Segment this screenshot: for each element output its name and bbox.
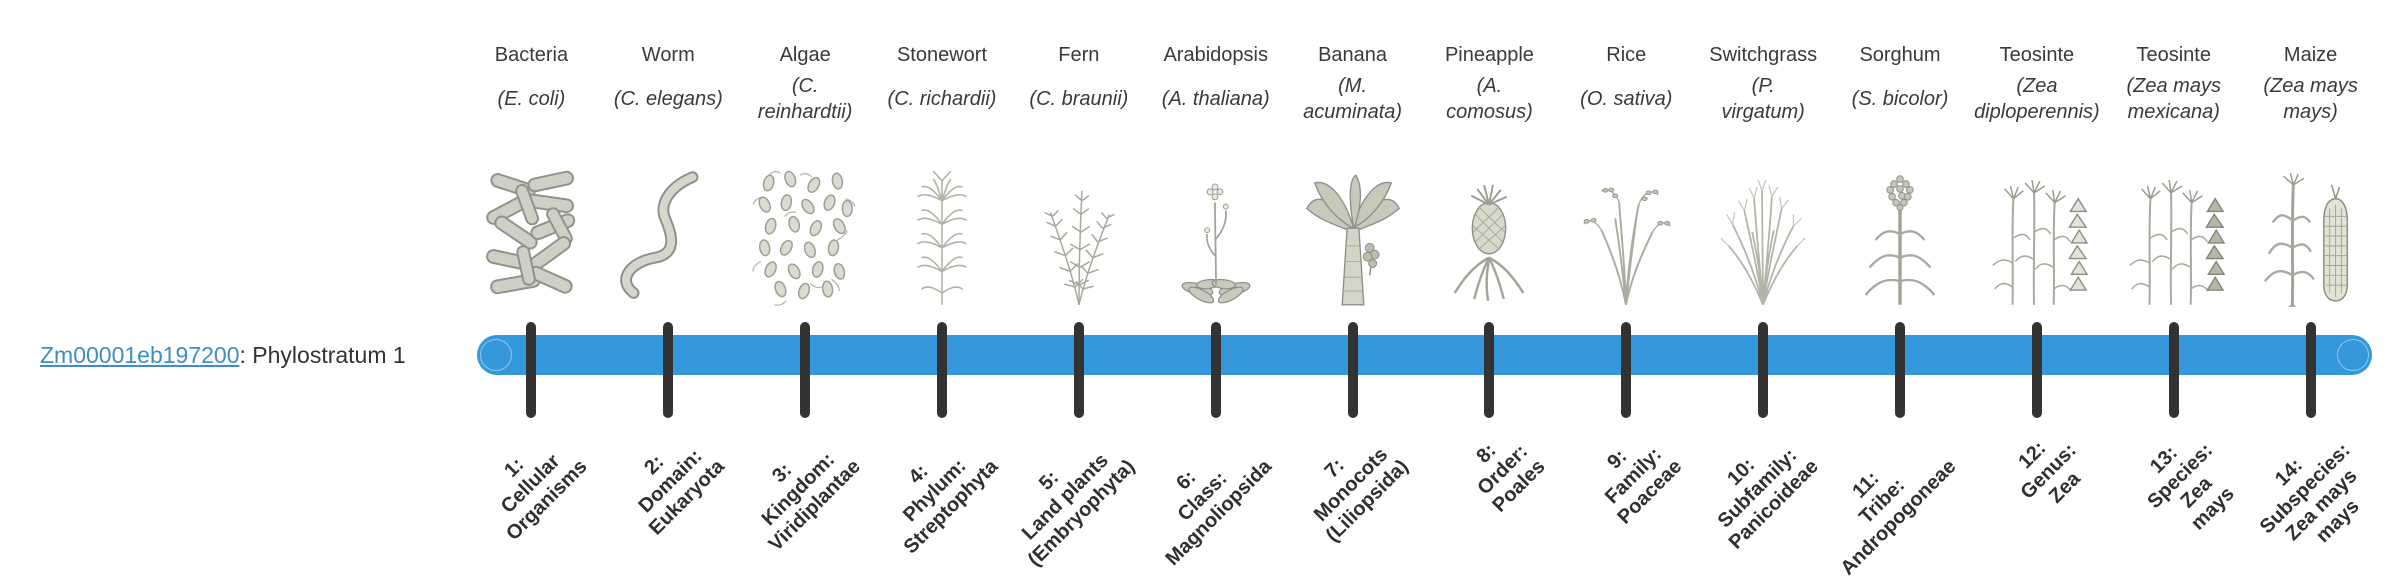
fern-icon <box>1010 166 1147 308</box>
timeline-tick <box>1073 322 1084 418</box>
timeline-columns: Bacteria (E. coli) 1: Cellular Organisms Wo… <box>463 0 2379 580</box>
organism-scientific-name: (O. sativa) <box>1580 88 1673 110</box>
phylostratum-label: 4: Phylum: Streptophyta <box>898 454 1003 559</box>
phylostratum-label: 1: Cellular Organisms <box>496 450 592 545</box>
timeline-tick <box>2305 322 2316 418</box>
gene-label: Zm00001eb197200: Phylostratum 1 <box>40 342 406 369</box>
phylostratum-label: 8: Order: Poales <box>1472 439 1550 517</box>
organism-name: Algae <box>779 44 831 66</box>
phylostratum-label: 3: Kingdom: Viridiplantae <box>758 448 866 556</box>
phylostratum-label: 7: Monocots (Liliopsida) <box>1309 443 1413 547</box>
organism-scientific-name: (A. comosus) <box>1446 75 1533 123</box>
organism-scientific-name: (C. richardii) <box>887 88 997 110</box>
organism-column: Stonewort (C. richardii) 4: Phylum: Strept… <box>874 0 1011 580</box>
organism-name: Bacteria <box>494 44 569 66</box>
organism-scientific-name: (C. braunii) <box>1029 88 1129 110</box>
organism-scientific-name: (E. coli) <box>497 88 566 110</box>
timeline-tick <box>1484 322 1495 418</box>
timeline-tick <box>1895 322 1906 418</box>
gene-link[interactable]: Zm00001eb197200 <box>40 342 240 368</box>
rice-icon <box>1558 166 1695 308</box>
organism-name: Teosinte <box>2136 44 2211 66</box>
teosinte-icon <box>1968 166 2105 308</box>
organism-scientific-name: (Zea mays mexicana) <box>2126 75 2221 123</box>
banana-icon <box>1284 166 1421 308</box>
phylostratum-label: 13: Species: Zea mays <box>2143 439 2240 535</box>
switchgrass-icon <box>1695 166 1832 308</box>
phylostratum-label: 10: Subfamily: Panicoideae <box>1714 444 1824 554</box>
organism-column: Arabidopsis (A. thaliana) 6: Class: Magnol… <box>1147 0 1284 580</box>
timeline-tick <box>526 322 537 418</box>
organism-scientific-name: (A. thaliana) <box>1161 88 1270 110</box>
timeline-tick <box>937 322 947 418</box>
timeline-tick <box>1347 322 1358 418</box>
organism-column: Bacteria (E. coli) 1: Cellular Organisms <box>463 0 600 580</box>
organism-scientific-name: (Zea mays mays) <box>2263 75 2358 123</box>
timeline-tick <box>2168 322 2179 418</box>
organism-column: Switchgrass (P. virgatum) 10: Subfamily: P… <box>1695 0 1832 580</box>
organism-column: Maize (Zea mays mays) 14: Subspecies: Zea … <box>2242 0 2379 580</box>
phylostratum-label: 12: Genus: Zea <box>2014 437 2085 508</box>
organism-scientific-name: (S. bicolor) <box>1851 88 1949 110</box>
phylostratum-label: 14: Subspecies: Zea mays mays <box>2255 439 2364 548</box>
organism-column: Teosinte (Zea mays mexicana) 13: Species: … <box>2105 0 2242 580</box>
timeline-tick <box>1621 322 1632 418</box>
organism-scientific-name: (P. virgatum) <box>1721 75 1805 123</box>
organism-scientific-name: (C. reinhardtii) <box>757 75 853 123</box>
organism-name: Rice <box>1606 44 1647 66</box>
organism-column: Rice (O. sativa) 9: Family: Poaceae <box>1558 0 1695 580</box>
timeline-tick <box>800 322 811 418</box>
organism-name: Pineapple <box>1444 44 1534 66</box>
organism-scientific-name: (Zea diploperennis) <box>1974 75 2100 123</box>
organism-name: Stonewort <box>896 44 988 66</box>
organism-column: Banana (M. acuminata) 7: Monocots (Liliops… <box>1284 0 1421 580</box>
organism-name: Switchgrass <box>1709 44 1818 66</box>
organism-column: Algae (C. reinhardtii) 3: Kingdom: Viridip… <box>737 0 874 580</box>
organism-scientific-name: (C. elegans) <box>613 88 723 110</box>
phylostratum-label: 2: Domain: Eukaryota <box>634 445 729 540</box>
pineapple-icon <box>1421 166 1558 308</box>
stonewort-icon <box>874 166 1011 308</box>
timeline-tick <box>1210 322 1221 418</box>
organism-name: Banana <box>1318 44 1388 66</box>
sorghum-icon <box>1832 166 1969 308</box>
algae-icon <box>737 166 874 308</box>
organism-scientific-name: (M. acuminata) <box>1303 75 1403 123</box>
organism-column: Fern (C. braunii) 5: Land plants (Embryoph… <box>1010 0 1147 580</box>
organism-name: Teosinte <box>1999 44 2075 66</box>
organism-column: Worm (C. elegans) 2: Domain: Eukaryota <box>600 0 737 580</box>
teosinte-mexicana-icon <box>2105 166 2242 308</box>
phylostratum-label: 6: Class: Magnoliopsida <box>1161 455 1276 571</box>
organism-column: Pineapple (A. comosus) 8: Order: Poales <box>1421 0 1558 580</box>
phylostratum-label: 9: Family: Poaceae <box>1601 443 1687 529</box>
timeline-tick <box>1758 322 1769 418</box>
timeline-tick <box>663 322 674 418</box>
organism-name: Worm <box>641 44 695 66</box>
organism-name: Fern <box>1058 44 1100 66</box>
phylostratum-label: 5: Land plants (Embryophyta) <box>1017 449 1139 571</box>
gene-label-suffix: : Phylostratum 1 <box>239 342 406 368</box>
timeline-bar <box>477 335 2372 375</box>
organism-name: Arabidopsis <box>1163 44 1268 66</box>
timeline-tick <box>2031 322 2042 418</box>
organism-column: Sorghum (S. bicolor) 11: Tribe: Andropogon… <box>1832 0 1969 580</box>
organism-name: Maize <box>2283 44 2338 66</box>
arabidopsis-icon <box>1147 166 1284 308</box>
maize-icon <box>2242 166 2379 308</box>
organism-column: Teosinte (Zea diploperennis) 12: Genus: Ze… <box>1968 0 2105 580</box>
worm-icon <box>600 166 737 308</box>
bacteria-icon <box>463 166 600 308</box>
organism-name: Sorghum <box>1859 44 1941 66</box>
